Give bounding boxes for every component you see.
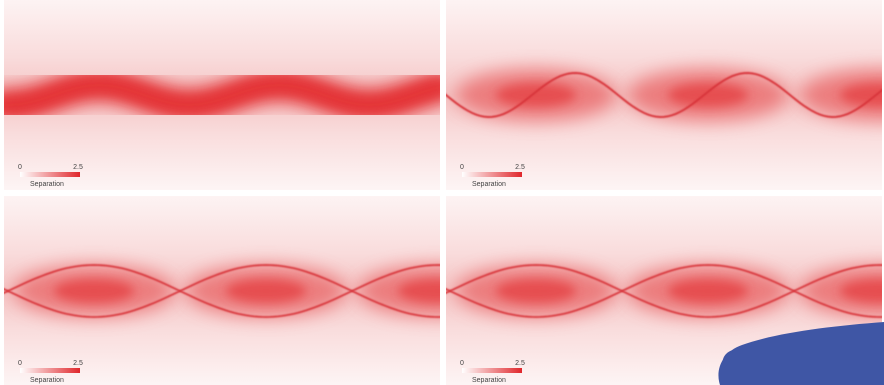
colorbar — [20, 368, 80, 373]
colorbar-max: 2.5 — [73, 360, 83, 367]
panel: 0 2.5 Separation — [4, 196, 440, 385]
lobe-core — [226, 279, 306, 303]
colorbar-min: 0 — [18, 360, 22, 367]
panel: 0 2.5 Separation — [4, 0, 440, 190]
field — [4, 0, 440, 190]
field — [446, 0, 882, 190]
colorbar — [462, 172, 522, 177]
lobe-core — [840, 83, 882, 107]
colorbar-max: 2.5 — [515, 360, 525, 367]
lobe-core — [840, 279, 882, 303]
colorbar — [20, 172, 80, 177]
colorbar-min: 0 — [18, 164, 22, 171]
separatrix — [4, 264, 440, 318]
band-core — [4, 75, 440, 115]
separatrix — [4, 264, 440, 318]
colorbar-max: 2.5 — [515, 164, 525, 171]
colorbar-min: 0 — [460, 360, 464, 367]
field — [4, 196, 440, 385]
lobe-core — [668, 83, 748, 107]
lobe-core — [496, 279, 576, 303]
colorbar-label: Separation — [30, 377, 64, 384]
separatrix — [446, 264, 882, 318]
lobe-core — [398, 279, 440, 303]
colorbar-label: Separation — [472, 377, 506, 384]
panel: 0 2.5 Separation — [446, 0, 882, 190]
lobe-core — [668, 279, 748, 303]
blue-blob-tip — [722, 350, 733, 368]
colorbar-label: Separation — [30, 181, 64, 188]
colorbar-label: Separation — [472, 181, 506, 188]
blue-blob — [718, 322, 884, 385]
colorbar-max: 2.5 — [73, 164, 83, 171]
separatrix — [446, 71, 882, 119]
colorbar — [462, 368, 522, 373]
lobe-core — [54, 279, 134, 303]
separatrix — [446, 264, 882, 318]
colorbar-min: 0 — [460, 164, 464, 171]
lobe-core — [496, 83, 576, 107]
